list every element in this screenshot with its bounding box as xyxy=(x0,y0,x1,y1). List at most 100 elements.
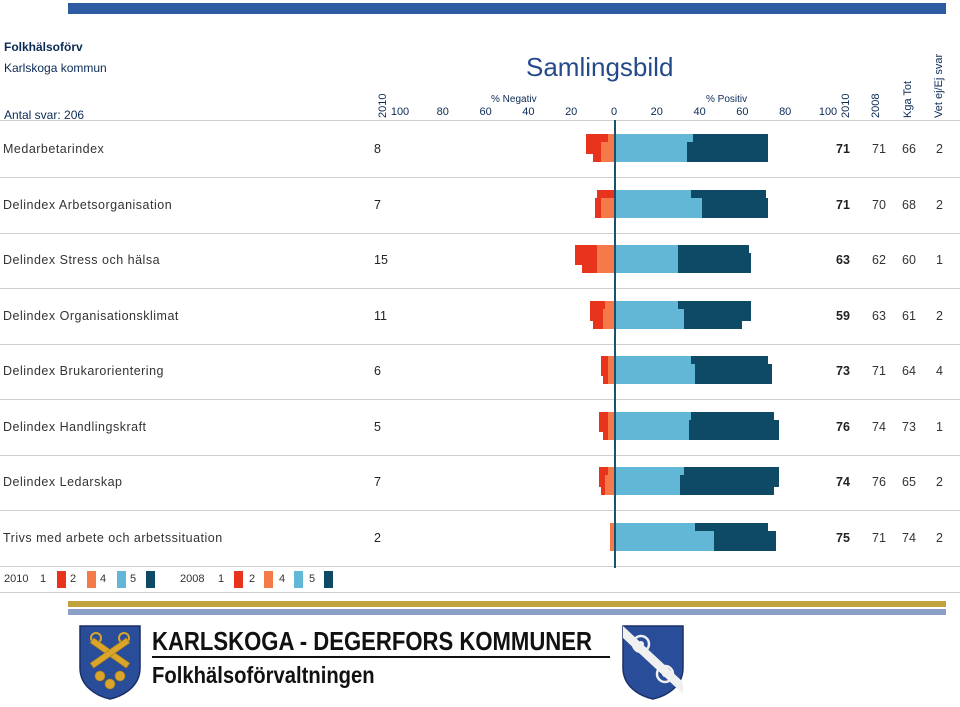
footer-bar-blue xyxy=(68,609,946,615)
legend-2008-swatch xyxy=(324,571,333,588)
row-label: Delindex Organisationsklimat xyxy=(3,308,179,323)
legend-2010-swatch xyxy=(146,571,155,588)
legend-2010-label: 2010 xyxy=(4,573,29,585)
vet-ej-value: 2 xyxy=(936,142,943,156)
bar-2010-neg1-bar xyxy=(594,197,602,218)
bar-2010-pos5-bar xyxy=(684,308,743,329)
bar-2010-pos4-bar xyxy=(616,142,687,162)
bar-2010-neg2-bar xyxy=(607,364,614,384)
positive-2010-value: 73 xyxy=(836,364,850,378)
positive-2008-value: 74 xyxy=(872,419,886,434)
footer-brand-title: KARLSKOGA - DEGERFORS KOMMUNER xyxy=(152,626,592,656)
x-tick-label: 20 xyxy=(650,106,663,118)
municipality-name: Karlskoga kommun xyxy=(4,61,107,75)
bar-2008-neg1-bar xyxy=(599,411,608,432)
x-tick-label: 100 xyxy=(818,106,838,118)
bar-2010-neg1-bar xyxy=(581,253,597,273)
bar-2010-pos4-bar xyxy=(616,475,681,495)
positive-2008-value: 71 xyxy=(872,530,886,545)
legend-2008-swatch xyxy=(234,571,243,588)
positive-2008-value: 63 xyxy=(872,308,886,323)
footer-brand-subtitle: Folkhälsoförvaltningen xyxy=(152,662,375,688)
x-tick-label: 0 xyxy=(610,106,618,118)
org-name: Folkhälsoförv xyxy=(4,40,83,54)
legend-2008-item: 4 xyxy=(279,573,286,585)
vet-ej-value: 1 xyxy=(936,419,943,434)
x-tick-label: 80 xyxy=(779,106,792,118)
row-separator xyxy=(0,288,960,289)
neutral-value: 5 xyxy=(374,419,381,434)
row-separator xyxy=(0,177,960,178)
bar-2010-neg2-bar xyxy=(601,142,614,162)
bar-2010-pos5-bar xyxy=(701,197,768,218)
kga-total-value: 74 xyxy=(902,530,916,545)
kga-total-value: 64 xyxy=(902,364,916,378)
x-tick-label: 80 xyxy=(436,106,449,118)
neutral-value: 11 xyxy=(374,308,387,323)
neutral-value: 7 xyxy=(374,197,381,212)
neutral-value: 6 xyxy=(374,364,381,378)
footer-divider xyxy=(152,656,610,658)
row-label: Trivs med arbete och arbetssituation xyxy=(3,530,223,545)
bar-2010-pos4-bar xyxy=(616,197,702,218)
bar-2010-neg2-bar xyxy=(607,419,614,440)
col-neutral-year: 2010 xyxy=(377,93,389,118)
row-separator xyxy=(0,343,960,345)
legend-2008-item: 5 xyxy=(309,573,316,585)
row-label: Medarbetarindex xyxy=(3,142,105,156)
bar-2010-neg1-bar xyxy=(601,475,606,495)
vet-ej-value: 4 xyxy=(936,364,943,378)
legend-2010-item: 1 xyxy=(40,573,47,585)
x-tick-label: 40 xyxy=(522,106,535,118)
neutral-value: 7 xyxy=(374,475,381,489)
positive-2010-value: 76 xyxy=(836,419,850,434)
positive-2008-value: 70 xyxy=(872,197,886,212)
kga-total-value: 68 xyxy=(902,197,916,212)
vet-ej-value: 1 xyxy=(936,253,943,267)
row-separator xyxy=(0,232,960,234)
positive-2008-value: 71 xyxy=(872,364,886,378)
karlskoga-coat-of-arms-logo xyxy=(79,625,141,700)
x-tick-label: 40 xyxy=(693,106,706,118)
header-separator xyxy=(0,120,960,121)
chart-title: Samlingsbild xyxy=(526,52,674,82)
col-kga-header: Kga Tot xyxy=(902,80,914,118)
bar-2010-pos4-bar xyxy=(616,308,685,329)
bar-2010-pos5-bar xyxy=(686,142,768,162)
x-tick-label: 60 xyxy=(479,106,492,118)
bar-2010-neg2-bar xyxy=(609,530,614,551)
row-separator xyxy=(0,399,960,400)
positive-2008-value: 71 xyxy=(872,142,886,156)
bar-2010-pos4-bar xyxy=(616,364,696,384)
header-bar xyxy=(68,3,946,14)
legend-2010-swatch xyxy=(117,571,126,588)
bar-2010-pos4-bar xyxy=(616,419,689,440)
bar-2010-neg2-bar xyxy=(601,197,614,218)
bar-2010-pos5-bar xyxy=(714,530,777,551)
respondent-count: Antal svar: 206 xyxy=(4,108,85,122)
row-label: Delindex Ledarskap xyxy=(3,475,123,489)
legend-2008-item: 1 xyxy=(218,573,225,585)
row-separator xyxy=(0,454,960,456)
x-tick-label: 100 xyxy=(390,106,410,118)
positive-2010-value: 59 xyxy=(836,308,850,323)
vet-ej-value: 2 xyxy=(936,197,943,212)
col-vet-header: Vet ej/Ej svar xyxy=(933,53,945,118)
bar-2010-pos5-bar xyxy=(680,475,775,495)
negative-label: % Negativ xyxy=(491,94,537,105)
row-label: Delindex Brukarorientering xyxy=(3,364,164,378)
legend-2010-swatch xyxy=(87,571,96,588)
x-tick-label: 20 xyxy=(565,106,578,118)
legend-separator xyxy=(0,592,960,593)
neutral-value: 8 xyxy=(374,142,381,156)
positive-2010-value: 74 xyxy=(836,475,850,489)
row-separator xyxy=(0,565,960,567)
row-label: Delindex Arbetsorganisation xyxy=(3,197,173,212)
bar-2010-neg1-bar xyxy=(592,308,604,329)
row-label: Delindex Handlingskraft xyxy=(3,419,147,434)
degerfors-coat-of-arms-logo xyxy=(622,625,684,700)
row-label: Delindex Stress och hälsa xyxy=(3,253,161,267)
positive-label: % Positiv xyxy=(706,94,748,105)
kga-total-value: 61 xyxy=(902,308,916,323)
legend-2010-item: 2 xyxy=(70,573,77,585)
